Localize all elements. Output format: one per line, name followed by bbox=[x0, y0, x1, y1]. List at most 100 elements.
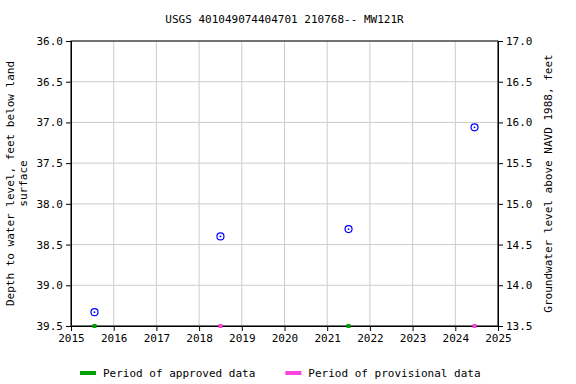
tick-mark bbox=[370, 326, 371, 331]
y-axis-title: Depth to water level, feet below land bbox=[4, 61, 17, 306]
tick-label: 17.0 bbox=[506, 35, 533, 48]
series bbox=[218, 324, 476, 328]
point-ring bbox=[91, 309, 98, 316]
tick-mark bbox=[66, 326, 71, 327]
tick: 2018 bbox=[186, 326, 213, 345]
point bbox=[471, 124, 478, 131]
grid-line bbox=[199, 41, 200, 326]
tick: 16.0 bbox=[498, 116, 533, 129]
tick-mark bbox=[242, 326, 243, 331]
tick-label: 2022 bbox=[357, 332, 384, 345]
tick-mark bbox=[498, 245, 503, 246]
period-marker bbox=[218, 324, 222, 328]
tick-mark bbox=[413, 326, 414, 331]
tick-label: 2020 bbox=[272, 332, 299, 345]
tick-mark bbox=[66, 82, 71, 83]
point-center bbox=[474, 126, 476, 128]
tick: 36.5 bbox=[37, 76, 72, 89]
legend-label: Period of approved data bbox=[103, 367, 255, 380]
tick-mark bbox=[498, 285, 503, 286]
point-ring bbox=[345, 226, 352, 233]
tick: 2024 bbox=[443, 326, 470, 345]
tick-label: 14.0 bbox=[506, 279, 533, 292]
grid bbox=[71, 41, 498, 326]
plot-background bbox=[71, 41, 498, 326]
tick: 37.5 bbox=[37, 157, 72, 170]
marks bbox=[91, 124, 478, 328]
grid-line bbox=[284, 41, 285, 326]
tick-label: 2019 bbox=[229, 332, 256, 345]
tick: 15.5 bbox=[498, 157, 533, 170]
grid-line bbox=[455, 41, 456, 326]
legend-swatch bbox=[80, 371, 96, 375]
x-axis: 2015201620172018201920202021202220232024… bbox=[58, 326, 512, 345]
point-center bbox=[220, 236, 222, 238]
plot-frame bbox=[71, 41, 498, 326]
tick-label: 2017 bbox=[144, 332, 171, 345]
legend-label: Period of provisional data bbox=[308, 367, 480, 380]
tick-mark bbox=[498, 82, 503, 83]
point-center bbox=[94, 311, 96, 313]
axis-line bbox=[72, 327, 499, 332]
tick: 2019 bbox=[229, 326, 256, 345]
tick-mark bbox=[66, 285, 71, 286]
tick: 14.5 bbox=[498, 239, 533, 252]
tick: 2021 bbox=[314, 326, 341, 345]
tick-label: 2025 bbox=[485, 332, 512, 345]
tick-mark bbox=[66, 41, 71, 42]
tick-mark bbox=[199, 326, 200, 331]
chart: 2015201620172018201920202021202220232024… bbox=[0, 0, 576, 384]
y-axis: 36.0 36.5 37.0 37.5 38.0 38.5 39.0 39.5 bbox=[37, 35, 72, 333]
tick-label: 36.0 bbox=[37, 35, 64, 48]
tick: 15.0 bbox=[498, 198, 533, 211]
grid-line bbox=[412, 41, 413, 326]
legend-swatch bbox=[285, 371, 301, 375]
period-marker bbox=[92, 324, 96, 328]
grid-line bbox=[327, 41, 328, 326]
tick: 17.0 bbox=[498, 35, 533, 48]
title: USGS 401049074404701 210768-- MW121R bbox=[165, 13, 404, 26]
tick-mark bbox=[498, 326, 503, 327]
grid-line bbox=[71, 163, 498, 164]
tick: 38.5 bbox=[37, 239, 72, 252]
tick: 2016 bbox=[101, 326, 128, 345]
tick-mark bbox=[66, 204, 71, 205]
period-marker bbox=[473, 324, 477, 328]
tick-label: 39.0 bbox=[37, 279, 64, 292]
tick: 38.0 bbox=[37, 198, 72, 211]
tick-label: 39.5 bbox=[37, 320, 64, 333]
tick-label: 2021 bbox=[314, 332, 341, 345]
tick: 36.0 bbox=[37, 35, 72, 48]
grid-line bbox=[241, 41, 242, 326]
point-ring bbox=[217, 233, 224, 240]
tick: 14.0 bbox=[498, 279, 533, 292]
tick-label: 37.0 bbox=[37, 116, 64, 129]
tick: 2017 bbox=[144, 326, 171, 345]
point-center bbox=[348, 228, 350, 230]
point-ring bbox=[471, 124, 478, 131]
tick-label: 2016 bbox=[101, 332, 128, 345]
tick-label: 15.5 bbox=[506, 157, 533, 170]
grid-line bbox=[71, 81, 498, 82]
tick-label: 15.0 bbox=[506, 198, 533, 211]
tick-mark bbox=[498, 204, 503, 205]
tick-mark bbox=[498, 122, 503, 123]
y2-axis: 13.514.014.515.015.516.016.517.0 bbox=[498, 35, 533, 333]
tick-mark bbox=[66, 245, 71, 246]
tick-mark bbox=[498, 41, 503, 42]
axis-line bbox=[499, 42, 504, 327]
y-axis-title: surface bbox=[17, 160, 30, 206]
grid-line bbox=[113, 41, 114, 326]
grid-line bbox=[369, 41, 370, 326]
period-marker bbox=[347, 324, 351, 328]
tick-label: 36.5 bbox=[37, 76, 64, 89]
tick-mark bbox=[455, 326, 456, 331]
tick-label: 37.5 bbox=[37, 157, 64, 170]
tick-label: 38.5 bbox=[37, 239, 64, 252]
tick-mark bbox=[285, 326, 286, 331]
tick-label: 14.5 bbox=[506, 239, 533, 252]
point bbox=[217, 233, 224, 240]
tick: 39.0 bbox=[37, 279, 72, 292]
grid-line bbox=[71, 244, 498, 245]
series bbox=[92, 324, 350, 328]
